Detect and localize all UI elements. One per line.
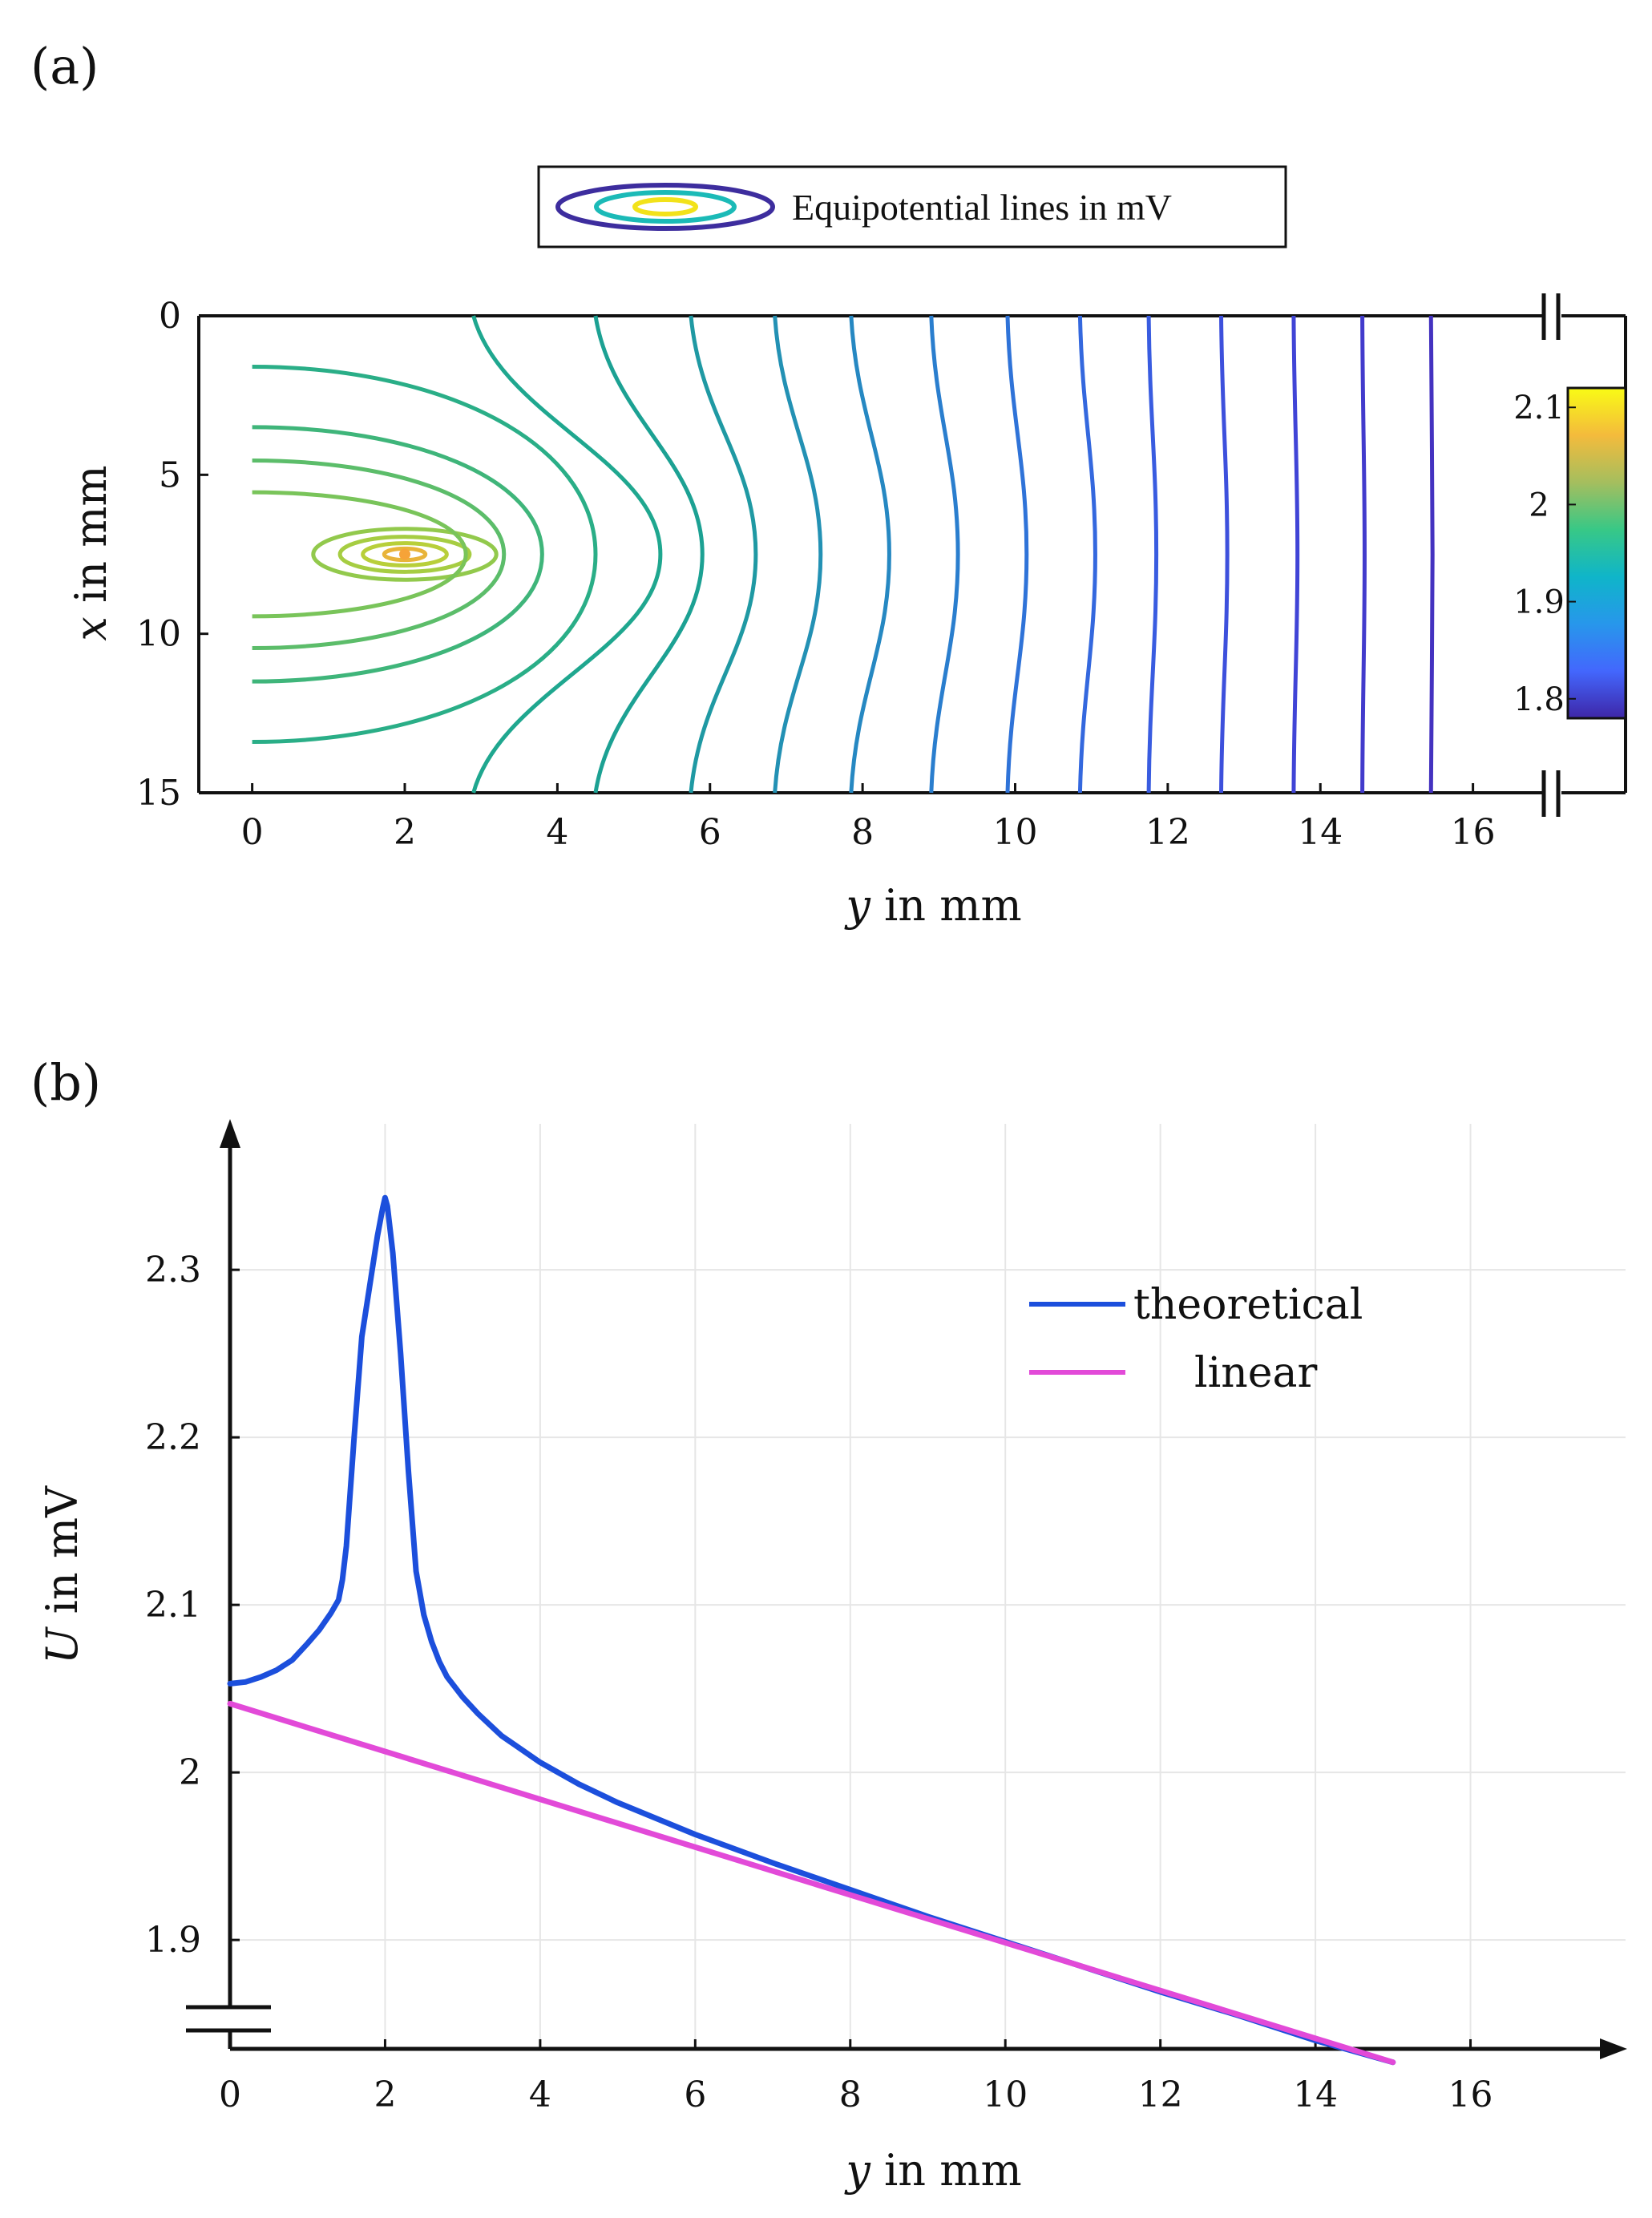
contour-line — [1291, 315, 1300, 794]
x-tick-label: 0 — [219, 2075, 241, 2115]
contour-open-line — [252, 458, 507, 651]
contour-line — [849, 315, 891, 794]
contour-line — [773, 315, 823, 794]
x-tick-label: 12 — [1145, 812, 1190, 853]
x-tick-label: 14 — [1293, 2075, 1338, 2115]
y-tick-label: 5 — [159, 455, 181, 495]
x-tick-label: 12 — [1138, 2075, 1183, 2115]
axes — [186, 1119, 1627, 2059]
x-axis-label-a: y in mm — [844, 880, 1021, 931]
y-tick-label: 1.9 — [145, 1920, 201, 1961]
x-tick-label: 6 — [699, 812, 721, 853]
colorbar: 2.1 2 1.9 1.8 — [1513, 386, 1627, 720]
contour-line — [689, 315, 758, 794]
colorbar-ticks: 2.1 2 1.9 1.8 — [1513, 390, 1576, 718]
series-line-linear — [227, 1700, 1396, 2066]
legend-box — [537, 165, 1287, 248]
y-tick-label: 2 — [179, 1752, 201, 1793]
y-axis-label-a: x in mm — [66, 465, 116, 640]
legend-ellipse-inner — [632, 197, 698, 216]
line-panel: (b) 0 2 4 6 8 10 12 14 16 1.9 2 2.1 2.2 2.3 theoreti… — [30, 1053, 1627, 2196]
y-axis-ticks: 0 5 10 15 — [136, 296, 208, 814]
contour-ellipse — [382, 546, 428, 563]
y-tick-label: 15 — [136, 773, 181, 814]
x-tick-label: 10 — [993, 812, 1038, 853]
legend-contour-icon — [555, 183, 775, 231]
contour-open-line — [252, 364, 598, 745]
x-axis-label-b: y in mm — [844, 2145, 1021, 2196]
contour-open-line — [252, 490, 468, 619]
contour-line — [1219, 315, 1230, 794]
x-tick-label: 16 — [1451, 812, 1496, 853]
x-axis-ticks: 0 2 4 6 8 10 12 14 16 — [241, 783, 1496, 853]
contour-ellipse — [337, 535, 472, 574]
y-axis-ticks: 1.9 2 2.1 2.2 2.3 — [145, 1250, 240, 1961]
contour-panel: (a) Equipotential lines in mV — [30, 37, 1627, 931]
x-tick-label: 2 — [374, 2075, 396, 2115]
legend-theoretical-label: theoretical — [1133, 1281, 1363, 1329]
x-tick-label: 2 — [394, 812, 416, 853]
source-point — [399, 548, 411, 560]
series-line-theoretical — [227, 1194, 1396, 2066]
contour-ellipse — [311, 527, 499, 582]
line-legend: theoretical linear — [1029, 1281, 1363, 1397]
legend-ellipse-middle — [594, 190, 737, 224]
x-tick-label: 4 — [529, 2075, 551, 2115]
contour-line — [593, 315, 705, 794]
axis-break-top — [1541, 293, 1561, 340]
y-tick-label: 0 — [159, 296, 181, 337]
colorbar-tick-label: 1.9 — [1513, 584, 1565, 621]
y-tick-label: 2.2 — [145, 1417, 201, 1458]
x-tick-label: 4 — [546, 812, 568, 853]
legend-ellipse-outer — [555, 183, 775, 231]
x-tick-label: 8 — [851, 812, 874, 853]
contour-line — [1360, 315, 1367, 794]
contour-ellipse — [361, 541, 449, 568]
y-tick-label: 2.3 — [145, 1250, 201, 1291]
x-axis-arrowhead — [1600, 2038, 1627, 2059]
contour-line — [929, 315, 960, 794]
y-axis-arrowhead — [220, 1119, 240, 1148]
colorbar-tick-label: 1.8 — [1513, 681, 1565, 718]
x-tick-label: 14 — [1298, 812, 1343, 853]
panel-a-label: (a) — [30, 37, 99, 95]
x-tick-label: 0 — [241, 812, 264, 853]
plot-frame — [197, 293, 1627, 817]
legend-linear-label: linear — [1194, 1349, 1318, 1397]
contour-line — [1077, 315, 1097, 794]
contour-legend: Equipotential lines in mV — [537, 165, 1287, 248]
contour-line — [471, 315, 663, 794]
x-axis-ticks: 0 2 4 6 8 10 12 14 16 — [219, 2039, 1493, 2115]
x-tick-label: 10 — [983, 2075, 1028, 2115]
y-axis-label-b: U in mV — [37, 1485, 87, 1664]
colorbar-tick-label: 2.1 — [1513, 390, 1565, 426]
x-tick-label: 6 — [684, 2075, 706, 2115]
contour-line — [1428, 315, 1435, 794]
x-tick-label: 16 — [1448, 2075, 1493, 2115]
y-axis-break — [186, 2005, 271, 2033]
colorbar-tick-label: 2 — [1529, 487, 1549, 523]
contour-lines — [252, 315, 1435, 794]
y-tick-label: 2.1 — [145, 1585, 201, 1626]
axis-break-bottom — [1541, 770, 1561, 817]
grid — [230, 1124, 1626, 2049]
series-lines — [227, 1194, 1396, 2066]
contour-open-line — [252, 425, 544, 684]
contour-line — [1146, 315, 1159, 794]
x-tick-label: 8 — [839, 2075, 862, 2115]
contour-line — [1005, 315, 1029, 794]
y-tick-label: 10 — [136, 614, 181, 655]
panel-b-label: (b) — [30, 1053, 101, 1112]
legend-label: Equipotential lines in mV — [792, 187, 1172, 228]
colorbar-gradient — [1566, 386, 1627, 720]
